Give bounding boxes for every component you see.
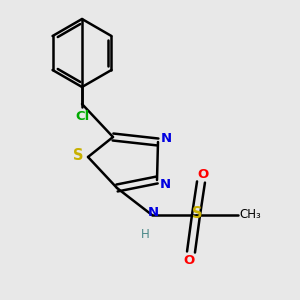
Text: H: H (141, 229, 149, 242)
Text: S: S (73, 148, 83, 163)
Text: CH₃: CH₃ (239, 208, 261, 221)
Text: N: N (159, 178, 171, 190)
Text: N: N (160, 131, 172, 145)
Text: Cl: Cl (75, 110, 89, 124)
Text: S: S (192, 206, 202, 221)
Text: N: N (147, 206, 159, 218)
Text: O: O (183, 254, 195, 266)
Text: O: O (197, 167, 208, 181)
